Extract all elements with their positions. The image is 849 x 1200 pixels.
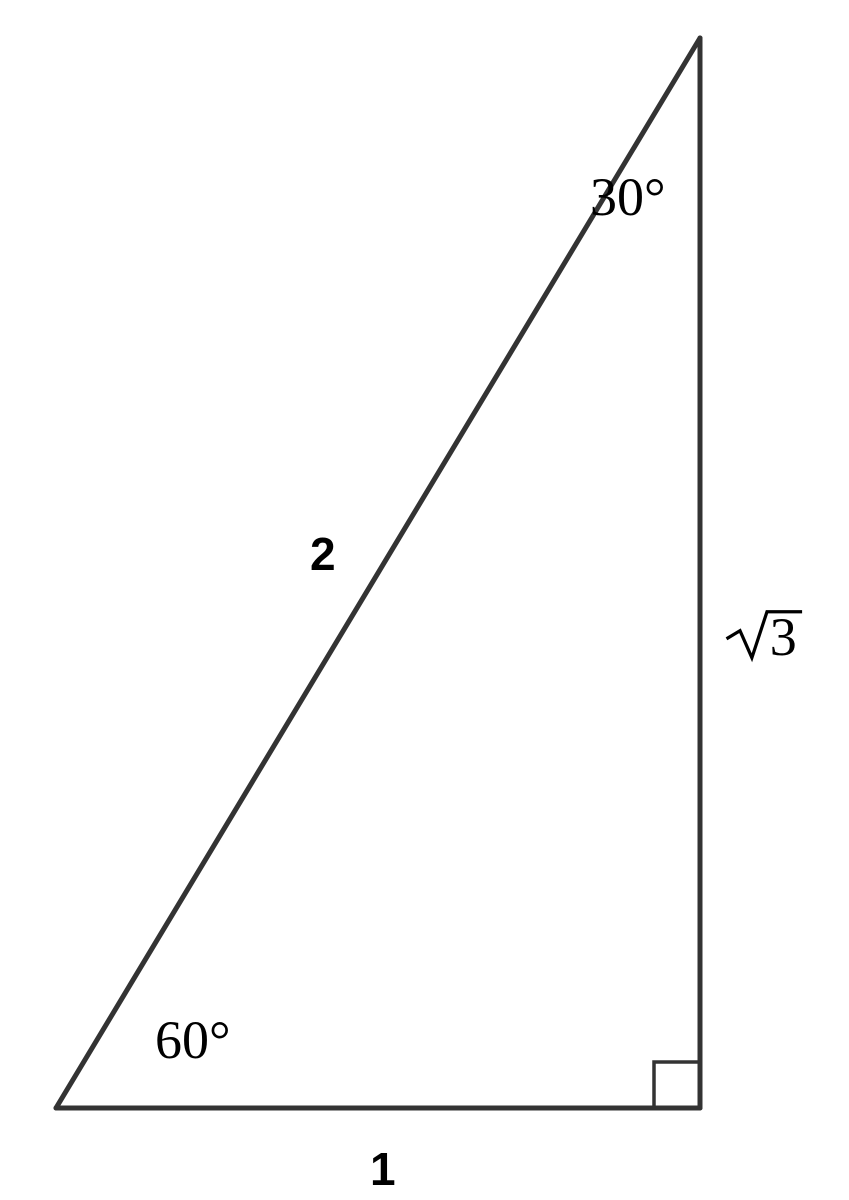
side-hypotenuse-label: 2 bbox=[310, 528, 336, 580]
sqrt-radicand: 3 bbox=[770, 607, 797, 667]
side-height-label: 3 bbox=[727, 607, 803, 667]
right-angle-marker bbox=[654, 1062, 700, 1108]
angle-30-label: 30° bbox=[590, 167, 666, 227]
angle-60-label: 60° bbox=[155, 1010, 231, 1070]
side-base-label: 1 bbox=[370, 1143, 396, 1195]
